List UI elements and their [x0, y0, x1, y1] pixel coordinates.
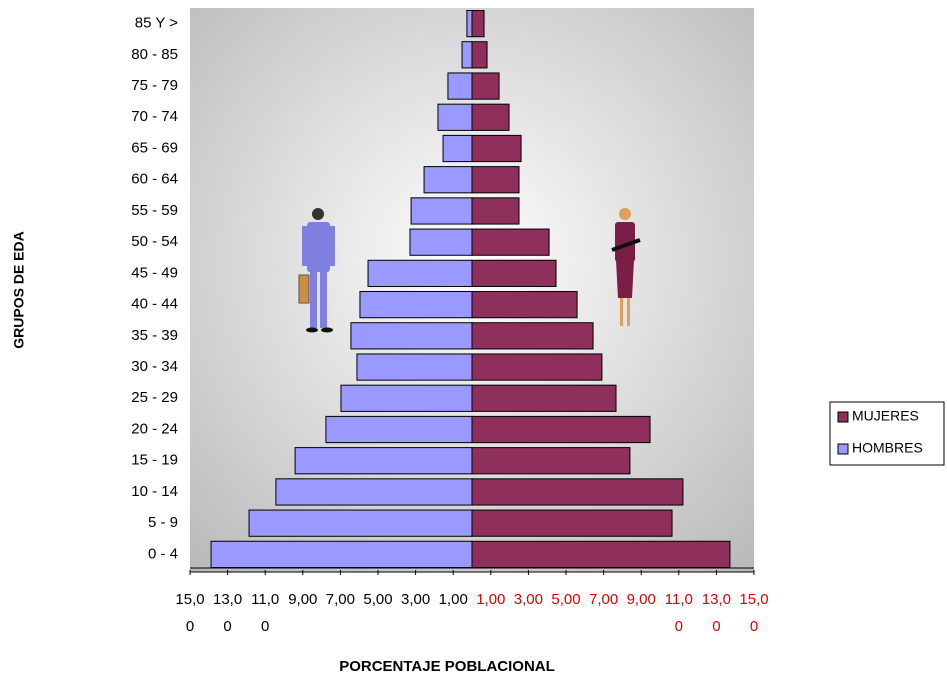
bar	[351, 323, 472, 349]
legend-label: HOMBRES	[852, 440, 923, 456]
x-tick-label: 9,00	[288, 591, 317, 608]
bar	[472, 10, 484, 36]
y-tick-label: 10 - 14	[131, 483, 178, 500]
x-tick-label: 1,00	[476, 591, 505, 608]
y-tick-label: 55 - 59	[131, 202, 178, 219]
bar	[411, 198, 472, 224]
bar	[472, 229, 549, 255]
y-tick-label: 45 - 49	[131, 264, 178, 281]
x-tick-label: 5,00	[551, 591, 580, 608]
bar	[472, 323, 593, 349]
bar	[472, 291, 577, 317]
bar	[341, 385, 472, 411]
bar	[472, 416, 650, 442]
bar	[295, 448, 472, 474]
bar	[472, 73, 499, 99]
x-tick-label: 3,00	[514, 591, 543, 608]
x-tick-label: 3,00	[401, 591, 430, 608]
bar	[472, 167, 519, 193]
bar	[472, 354, 602, 380]
x-tick-label-part: 11,0	[665, 591, 693, 608]
x-tick-label-part: 0	[712, 618, 720, 635]
x-tick-label: 7,00	[326, 591, 355, 608]
x-tick-label-part: 0	[186, 618, 194, 635]
y-tick-label: 0 - 4	[148, 545, 178, 562]
bar	[472, 198, 519, 224]
bar	[472, 448, 630, 474]
chart: PORCENTAJE POBLACIONAL GRUPOS DE EDA 15,…	[0, 0, 947, 683]
y-tick-label: 20 - 24	[131, 420, 178, 437]
y-tick-label: 70 - 74	[131, 108, 178, 125]
y-axis-title: GRUPOS DE EDA	[11, 231, 27, 348]
y-tick-label: 80 - 85	[131, 46, 178, 63]
bar	[467, 10, 472, 36]
bar	[472, 42, 487, 68]
y-tick-label: 25 - 29	[131, 389, 178, 406]
x-tick-label-part: 13,0	[702, 591, 731, 608]
bar	[360, 291, 472, 317]
bar	[357, 354, 472, 380]
bar	[472, 260, 556, 286]
legend-swatch	[838, 444, 848, 454]
bar	[462, 42, 472, 68]
bar	[276, 479, 472, 505]
bar	[424, 167, 472, 193]
x-tick-label-part: 11,0	[251, 591, 279, 608]
bar	[249, 510, 472, 536]
legend-swatch	[838, 412, 848, 422]
bar	[443, 135, 472, 161]
bar	[472, 541, 730, 567]
x-tick-label: 1,00	[439, 591, 468, 608]
x-tick-label: 5,00	[363, 591, 392, 608]
y-tick-label: 85 Y >	[135, 15, 178, 32]
x-tick-label-part: 0	[261, 618, 269, 635]
bar	[410, 229, 472, 255]
bar	[211, 541, 472, 567]
bar	[472, 385, 616, 411]
y-tick-label: 40 - 44	[131, 296, 178, 313]
y-tick-label: 60 - 64	[131, 171, 178, 188]
y-tick-label: 50 - 54	[131, 233, 178, 250]
bar	[438, 104, 472, 130]
bar	[472, 104, 509, 130]
x-axis-title: PORCENTAJE POBLACIONAL	[339, 658, 555, 675]
y-tick-label: 35 - 39	[131, 327, 178, 344]
legend-label: MUJERES	[852, 408, 919, 424]
bar	[472, 479, 683, 505]
x-tick-label-part: 0	[223, 618, 231, 635]
y-tick-label: 75 - 79	[131, 77, 178, 94]
bar	[326, 416, 472, 442]
y-tick-label: 30 - 34	[131, 358, 178, 375]
x-tick-label-part: 15,0	[739, 591, 768, 608]
x-tick-label-part: 0	[675, 618, 683, 635]
x-tick-label-part: 13,0	[213, 591, 242, 608]
bar	[472, 135, 521, 161]
bar	[368, 260, 472, 286]
y-tick-label: 15 - 19	[131, 452, 178, 469]
y-tick-label: 5 - 9	[148, 514, 178, 531]
x-tick-label: 7,00	[589, 591, 618, 608]
y-tick-label: 65 - 69	[131, 139, 178, 156]
x-tick-label: 9,00	[627, 591, 656, 608]
x-tick-label-part: 0	[750, 618, 758, 635]
bar	[448, 73, 472, 99]
bar	[472, 510, 672, 536]
x-tick-label-part: 15,0	[175, 591, 204, 608]
